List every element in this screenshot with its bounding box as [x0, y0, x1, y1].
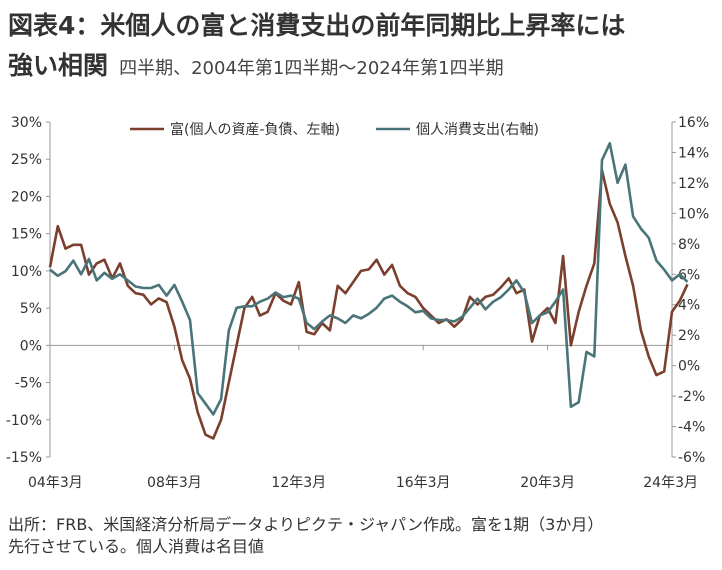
series-line-wealth — [48, 169, 689, 440]
y-right-tick-label: -4% — [678, 420, 705, 436]
y-right-tick-label: 0% — [678, 359, 700, 375]
legend-item-wealth: 富(個人の資産-負債、左軸) — [130, 121, 340, 138]
legend-label: 個人消費支出(右軸) — [416, 122, 539, 138]
source-note-line2: 先行させている。個人消費は名目値 — [8, 537, 265, 556]
chart-series — [48, 141, 689, 440]
source-note-line1: 出所：FRB、米国経済分析局データよりピクテ・ジャパン作成。富を1期（3か月） — [8, 515, 604, 534]
y-left-tick-label: 30% — [11, 115, 42, 131]
legend-item-consumption: 個人消費支出(右軸) — [376, 122, 539, 138]
y-right-tick-label: 8% — [678, 237, 700, 253]
legend-label: 富(個人の資産-負債、左軸) — [170, 121, 340, 138]
y-left-tick-label: 10% — [11, 264, 42, 280]
y-right-tick-label: 10% — [678, 206, 709, 222]
source-note: 出所：FRB、米国経済分析局データよりピクテ・ジャパン作成。富を1期（3か月） … — [8, 514, 714, 558]
y-left-tick-label: -5% — [15, 376, 42, 392]
line-chart: -15% -10% -5% 0% 5% 10% 15% 20% 25% 30% -6% -4% -2% 0… — [6, 115, 709, 491]
y-right-tick-label: 2% — [678, 328, 700, 344]
y-left-tick-label: 20% — [11, 189, 42, 205]
chart-legend: 富(個人の資産-負債、左軸) 個人消費支出(右軸) — [130, 121, 539, 138]
y-right-tick-label: -6% — [678, 450, 705, 466]
chart-axes: -15% -10% -5% 0% 5% 10% 15% 20% 25% 30% -6% -4% -2% 0… — [6, 115, 709, 491]
y-right-tick-label: 14% — [678, 145, 709, 161]
y-left-tick-label: 5% — [20, 301, 42, 317]
series-line-consumption — [49, 141, 689, 416]
y-right-tick-label: 12% — [678, 176, 709, 192]
x-tick-label: 08年3月 — [147, 475, 202, 491]
y-left-tick-label: 25% — [11, 152, 42, 168]
y-left-tick-label: 0% — [20, 338, 42, 354]
x-tick-label: 04年3月 — [28, 475, 83, 491]
x-tick-label: 12年3月 — [271, 475, 326, 491]
chart-title: 図表4：米個人の富と消費支出の前年同期比上昇率には — [8, 11, 626, 40]
y-right-tick-label: 4% — [678, 298, 700, 314]
y-right-tick-label: -2% — [678, 389, 705, 405]
chart-title-line2: 強い相関 四半期、2004年第1四半期～2024年第1四半期 — [8, 46, 504, 82]
chart-subtitle: 四半期、2004年第1四半期～2024年第1四半期 — [119, 58, 504, 79]
x-tick-label: 16年3月 — [396, 475, 451, 491]
y-left-tick-label: -15% — [6, 450, 42, 466]
y-left-tick-label: 15% — [11, 227, 42, 243]
chart-title-main: 強い相関 — [8, 51, 109, 80]
y-left-tick-label: -10% — [6, 413, 42, 429]
x-tick-label: 20年3月 — [520, 475, 575, 491]
y-right-tick-label: 16% — [678, 115, 709, 131]
x-tick-label: 24年3月 — [643, 475, 698, 491]
